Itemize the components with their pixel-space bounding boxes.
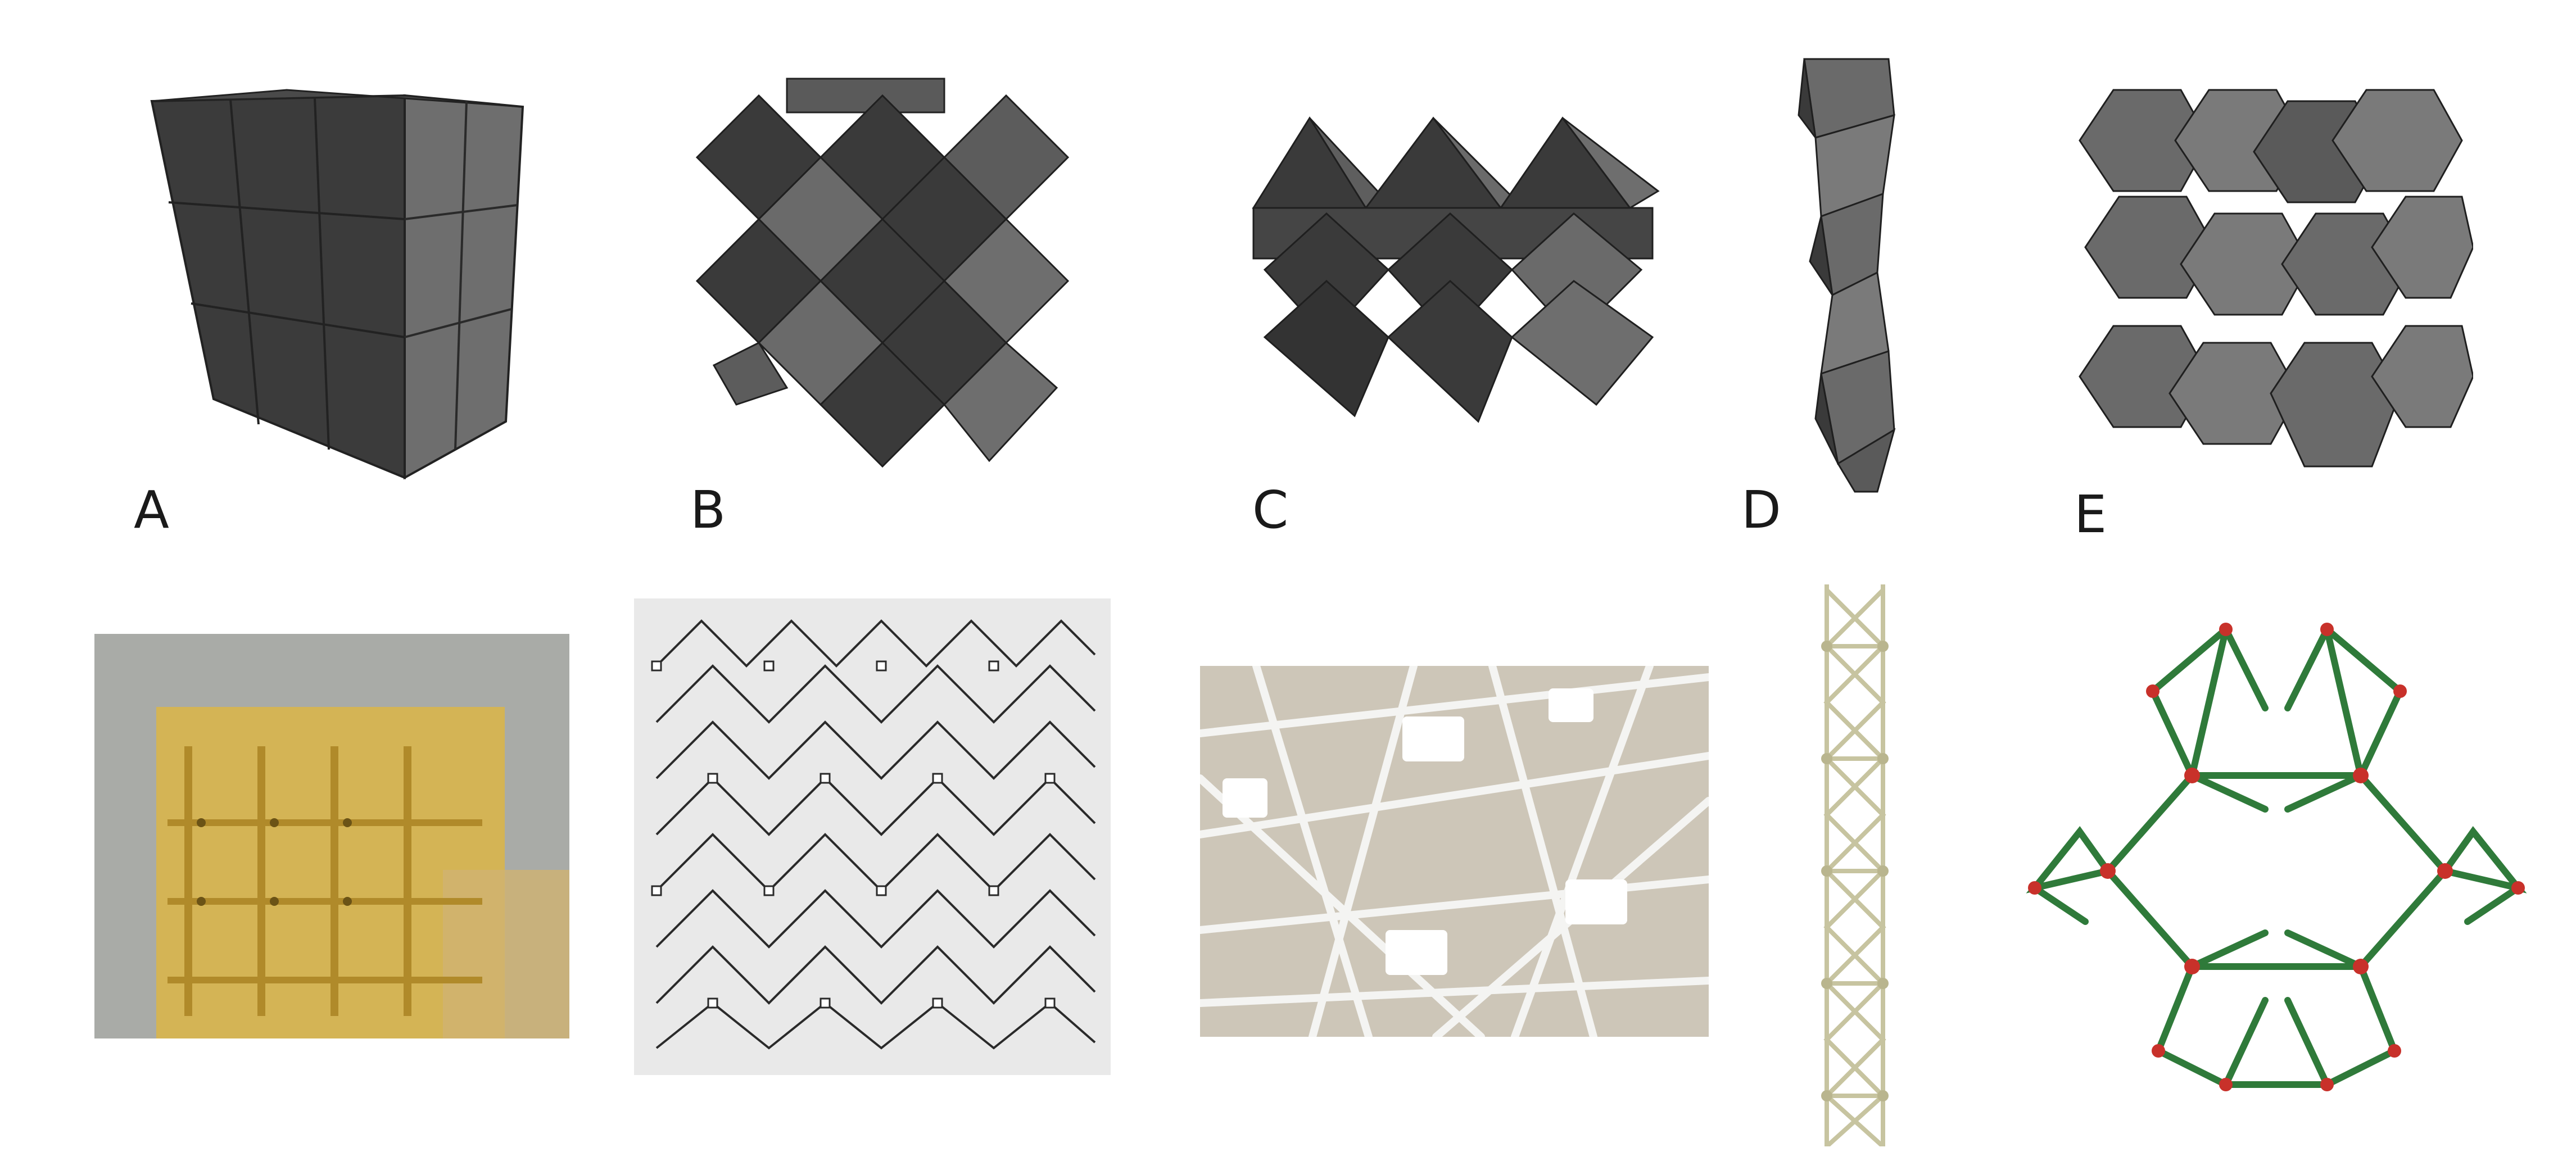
model-a-cube-lattice — [141, 84, 534, 489]
panel-label-e: E — [2074, 484, 2107, 545]
photo-b-wire-lattice — [634, 598, 1111, 1075]
panel-label-b: B — [690, 480, 726, 540]
photo-e-green-strut-lattice — [2012, 607, 2541, 1113]
photo-a-printed-cube-blocks — [94, 634, 569, 1038]
photo-c-white-strut-lattice — [1200, 666, 1709, 1037]
photo-d-strut-column — [1799, 579, 1911, 1146]
panel-label-a: A — [134, 480, 169, 540]
panel-label-d: D — [1741, 480, 1781, 540]
model-e-truncated-octahedron-lattice — [2068, 79, 2473, 483]
model-b-octahedral-lattice — [674, 73, 1079, 478]
panel-label-c: C — [1252, 480, 1289, 540]
model-c-pyramid-lattice — [1248, 101, 1664, 438]
model-d-twisted-column — [1782, 48, 1917, 497]
